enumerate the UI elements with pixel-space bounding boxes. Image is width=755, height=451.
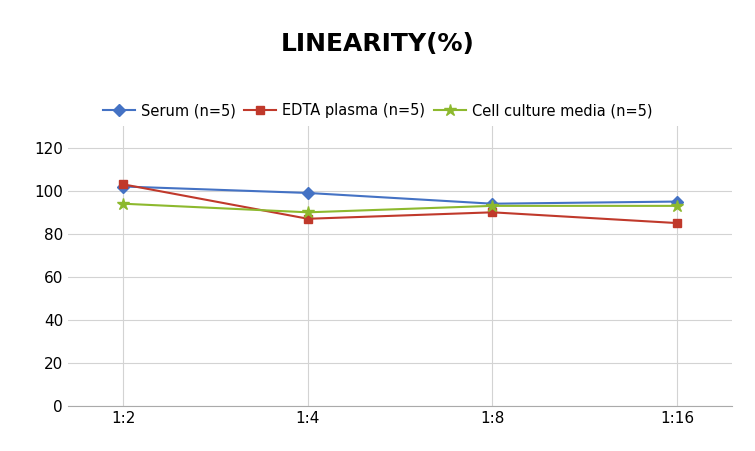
Line: Cell culture media (n=5): Cell culture media (n=5): [117, 198, 683, 219]
EDTA plasma (n=5): [119, 182, 128, 187]
Serum (n=5): [119, 184, 128, 189]
Serum (n=5): [673, 199, 682, 204]
Cell culture media (n=5): [119, 201, 128, 207]
Cell culture media (n=5): [673, 203, 682, 208]
Cell culture media (n=5): [488, 203, 497, 208]
Serum (n=5): [304, 190, 313, 196]
EDTA plasma (n=5): [673, 221, 682, 226]
EDTA plasma (n=5): [304, 216, 313, 221]
Text: LINEARITY(%): LINEARITY(%): [281, 32, 474, 55]
Cell culture media (n=5): [304, 210, 313, 215]
Line: Serum (n=5): Serum (n=5): [119, 182, 681, 208]
Serum (n=5): [488, 201, 497, 207]
EDTA plasma (n=5): [488, 210, 497, 215]
Legend: Serum (n=5), EDTA plasma (n=5), Cell culture media (n=5): Serum (n=5), EDTA plasma (n=5), Cell cul…: [97, 97, 658, 124]
Line: EDTA plasma (n=5): EDTA plasma (n=5): [119, 180, 681, 227]
